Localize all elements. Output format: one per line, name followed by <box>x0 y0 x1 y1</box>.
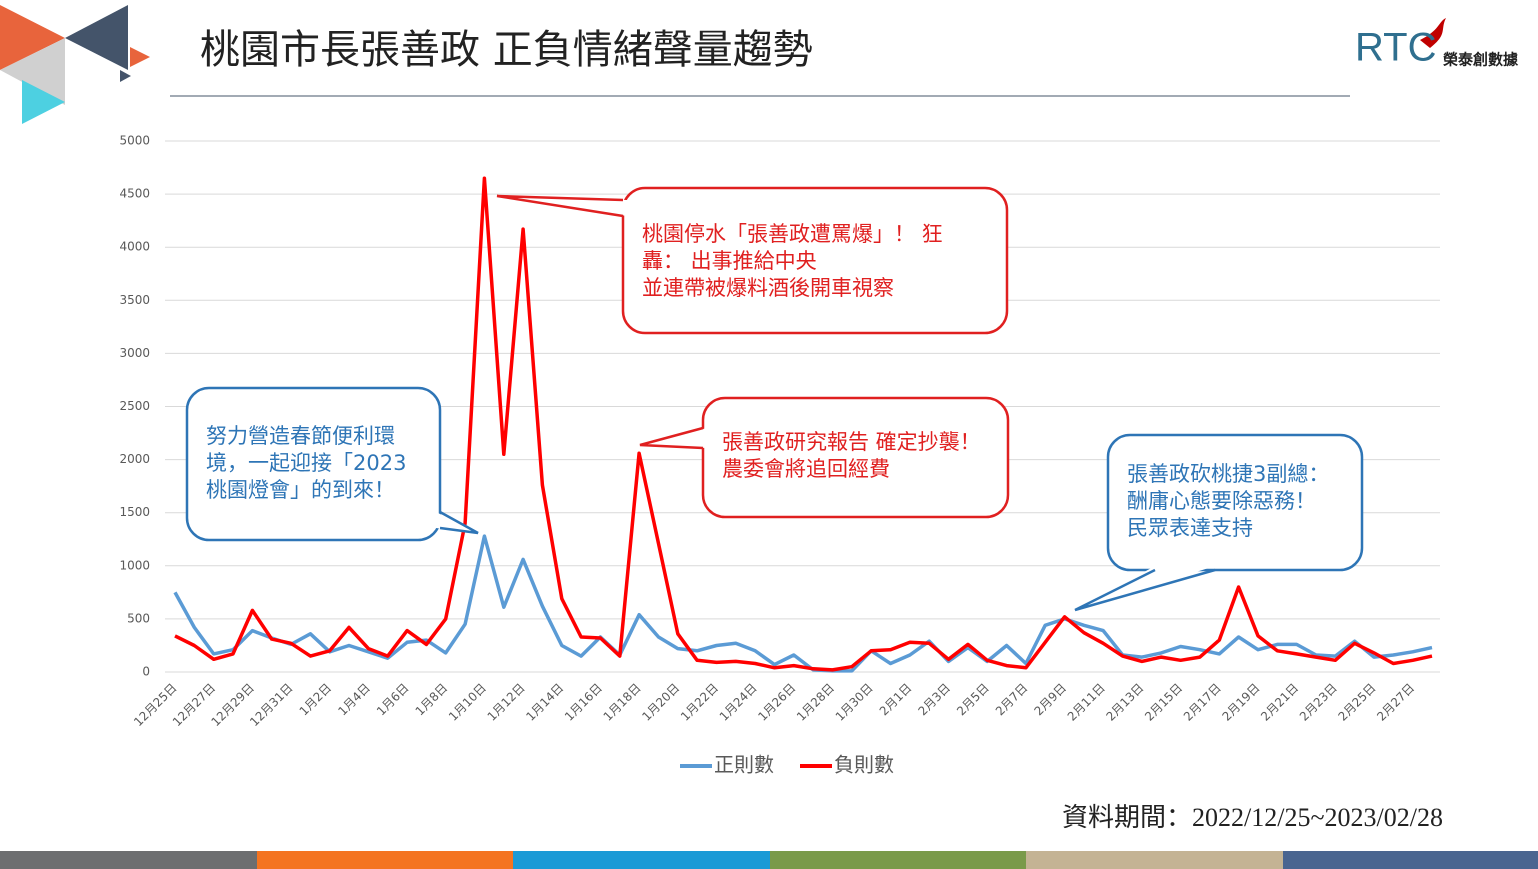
y-tick-label: 3000 <box>119 346 150 360</box>
callout-text: 酬庸心態要除惡務！ <box>1127 489 1316 513</box>
callout-text: 並連帶被爆料酒後開車視察 <box>642 276 894 300</box>
callout-text: 農委會將追回經費 <box>722 457 890 481</box>
y-tick-label: 5000 <box>119 134 150 148</box>
callout: 張善政砍桃捷3副總： 酬庸心態要除惡務！ 民眾表達支持 <box>1074 433 1364 612</box>
callout-box <box>621 186 1009 335</box>
y-tick-label: 500 <box>127 611 150 625</box>
callout-box <box>1106 433 1364 572</box>
decor <box>65 5 128 70</box>
callout-tail <box>439 510 479 535</box>
callout-text: 桃園停水「張善政遭罵爆」！ 狂 <box>642 222 943 246</box>
bar-strip <box>0 851 257 869</box>
callout-tail <box>1074 568 1216 612</box>
legend-label: 正則數 <box>714 753 774 777</box>
callout-tail <box>496 194 624 218</box>
callout-text: 民眾表達支持 <box>1127 516 1253 540</box>
callout-box <box>701 396 1010 519</box>
bottom-bars <box>0 851 1538 869</box>
decor <box>22 80 65 124</box>
chart-title: 桃園市長張善政 正負情緒聲量趨勢 <box>200 27 813 73</box>
legend-label: 負則數 <box>834 753 894 777</box>
logo-name: 榮泰創數據 <box>1443 51 1519 69</box>
y-tick-label: 2500 <box>119 399 150 413</box>
y-tick-label: 4500 <box>119 187 150 201</box>
decor <box>120 70 131 82</box>
callout-text: 境，一起迎接「2023 <box>206 451 406 475</box>
legend: 正則數 負則數 <box>680 753 894 777</box>
series-line <box>173 534 1433 673</box>
callout-text: 張善政砍桃捷3副總： <box>1127 462 1329 486</box>
callout-text: 桃園燈會」的到來！ <box>206 478 395 502</box>
y-tick-label: 1000 <box>119 558 150 572</box>
decor <box>0 38 65 105</box>
logo-mark: RTC <box>1355 26 1436 70</box>
logo-flame <box>1420 18 1446 48</box>
y-tick-label: 2000 <box>119 452 150 466</box>
bar-strip <box>770 851 1026 869</box>
callout-box <box>185 386 442 542</box>
callout-text: 張善政研究報告 確定抄襲！ <box>722 430 981 454</box>
y-tick-label: 0 <box>142 665 150 679</box>
bar-strip <box>1026 851 1283 869</box>
callout-text: 努力營造春節便利環 <box>206 424 395 448</box>
bar-strip <box>257 851 513 869</box>
callout-tail <box>639 426 704 450</box>
series-line <box>174 176 1433 672</box>
footer-period: 資料期間：2022/12/25~2023/02/28 <box>1062 803 1443 832</box>
bar-strip <box>513 851 770 869</box>
bar-strip <box>1283 851 1538 869</box>
callout: 張善政研究報告 確定抄襲！ 農委會將追回經費 <box>639 396 1010 519</box>
callout-text: 轟： 出事推給中央 <box>642 249 817 273</box>
callout-tail-fill <box>640 428 707 448</box>
y-tick-label: 1500 <box>119 505 150 519</box>
y-tick-label: 4000 <box>119 240 150 254</box>
decor <box>130 47 150 67</box>
y-tick-label: 3500 <box>119 293 150 307</box>
decor <box>0 5 65 70</box>
